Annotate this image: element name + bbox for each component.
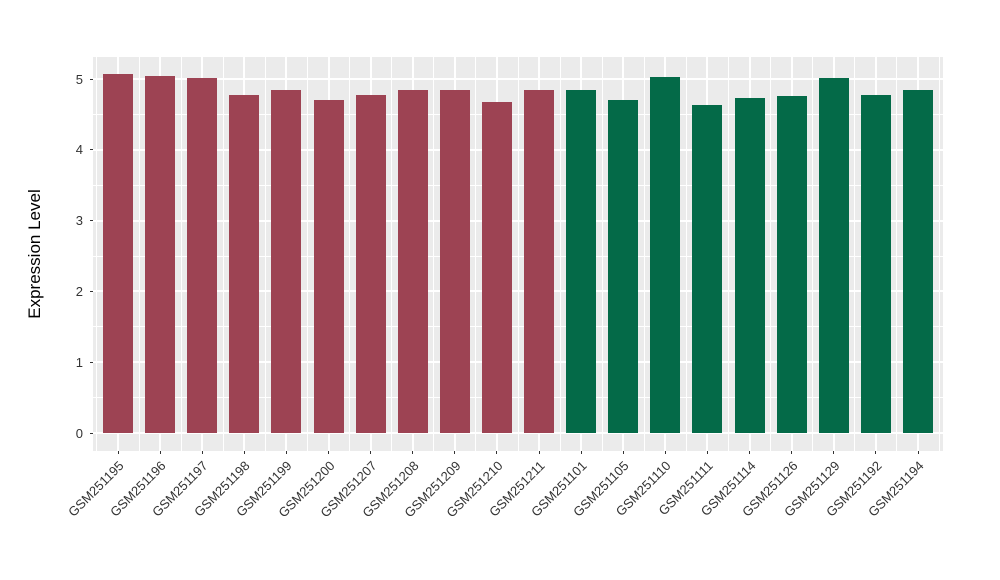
gridline-minor-vertical <box>728 57 730 451</box>
x-axis-tick <box>159 451 161 454</box>
bar-GSM251210 <box>481 101 512 433</box>
gridline-major-horizontal <box>93 361 943 364</box>
y-tick-label: 3 <box>75 213 83 229</box>
x-axis-tick <box>117 451 119 454</box>
gridline-major-horizontal <box>93 148 943 151</box>
y-axis-title: Expression Level <box>25 189 44 319</box>
x-axis-tick <box>538 451 540 454</box>
gridline-major-horizontal <box>93 290 943 293</box>
gridline-minor-vertical <box>770 57 772 451</box>
gridline-major-horizontal <box>93 219 943 222</box>
plot-panel <box>93 57 943 451</box>
x-axis-tick <box>201 451 203 454</box>
x-axis-tick <box>917 451 919 454</box>
y-axis-tick <box>90 149 93 151</box>
bar-GSM251101 <box>566 89 597 433</box>
gridline-minor-vertical <box>180 57 182 451</box>
gridline-minor-vertical <box>685 57 687 451</box>
bar-GSM251105 <box>608 100 639 433</box>
x-axis-tick <box>243 451 245 454</box>
bar-GSM251194 <box>903 89 933 433</box>
gridline-minor-vertical <box>222 57 224 451</box>
gridline-minor-vertical <box>264 57 266 451</box>
gridline-major-horizontal <box>93 432 943 434</box>
bar-GSM251129 <box>818 77 849 433</box>
y-axis-tick <box>90 220 93 222</box>
bar-GSM251198 <box>229 94 260 433</box>
bar-GSM251211 <box>524 89 555 433</box>
x-axis-tick <box>580 451 582 454</box>
bar-GSM251111 <box>692 105 723 433</box>
x-axis-tick <box>496 451 498 454</box>
bar-GSM251208 <box>397 90 428 433</box>
bar-GSM251126 <box>776 96 807 433</box>
x-axis-tick <box>749 451 751 454</box>
x-axis-tick <box>412 451 414 454</box>
x-axis-tick <box>454 451 456 454</box>
x-axis-tick <box>370 451 372 454</box>
bar-GSM251195 <box>103 74 133 433</box>
x-axis-tick <box>706 451 708 454</box>
gridline-minor-vertical <box>896 57 898 451</box>
gridline-minor-vertical <box>643 57 645 451</box>
y-axis-tick <box>90 78 93 80</box>
gridline-minor-vertical <box>517 57 519 451</box>
bar-GSM251207 <box>355 94 386 433</box>
bar-GSM251196 <box>145 76 176 433</box>
bar-GSM251114 <box>734 98 765 433</box>
x-axis-tick <box>285 451 287 454</box>
y-axis-tick <box>90 290 93 292</box>
bar-GSM251199 <box>271 90 302 433</box>
bar-GSM251200 <box>313 100 344 433</box>
x-axis-tick <box>791 451 793 454</box>
bar-GSM251192 <box>860 95 891 433</box>
x-axis-tick <box>622 451 624 454</box>
x-axis-tick <box>664 451 666 454</box>
y-tick-label: 0 <box>75 425 83 441</box>
bar-GSM251197 <box>187 78 218 433</box>
y-axis-tick <box>90 361 93 363</box>
x-axis-tick <box>833 451 835 454</box>
gridline-minor-vertical <box>349 57 351 451</box>
y-tick-label: 2 <box>75 283 83 299</box>
gridline-minor-vertical <box>559 57 561 451</box>
gridline-minor-vertical <box>96 57 98 451</box>
gridline-minor-vertical <box>812 57 814 451</box>
x-axis-tick <box>875 451 877 454</box>
gridline-minor-vertical <box>138 57 140 451</box>
gridline-major-horizontal <box>93 78 943 80</box>
y-axis-tick <box>90 432 93 434</box>
x-axis-tick <box>328 451 330 454</box>
bar-GSM251209 <box>439 90 470 433</box>
y-tick-label: 1 <box>75 354 83 370</box>
gridline-minor-vertical <box>938 57 940 451</box>
y-tick-label: 4 <box>75 142 83 158</box>
bar-GSM251110 <box>650 76 681 433</box>
gridline-minor-vertical <box>433 57 435 451</box>
gridline-minor-vertical <box>391 57 393 451</box>
gridline-minor-vertical <box>306 57 308 451</box>
gridline-minor-vertical <box>475 57 477 451</box>
gridline-minor-vertical <box>854 57 856 451</box>
y-tick-label: 5 <box>75 71 83 87</box>
gridline-minor-vertical <box>601 57 603 451</box>
